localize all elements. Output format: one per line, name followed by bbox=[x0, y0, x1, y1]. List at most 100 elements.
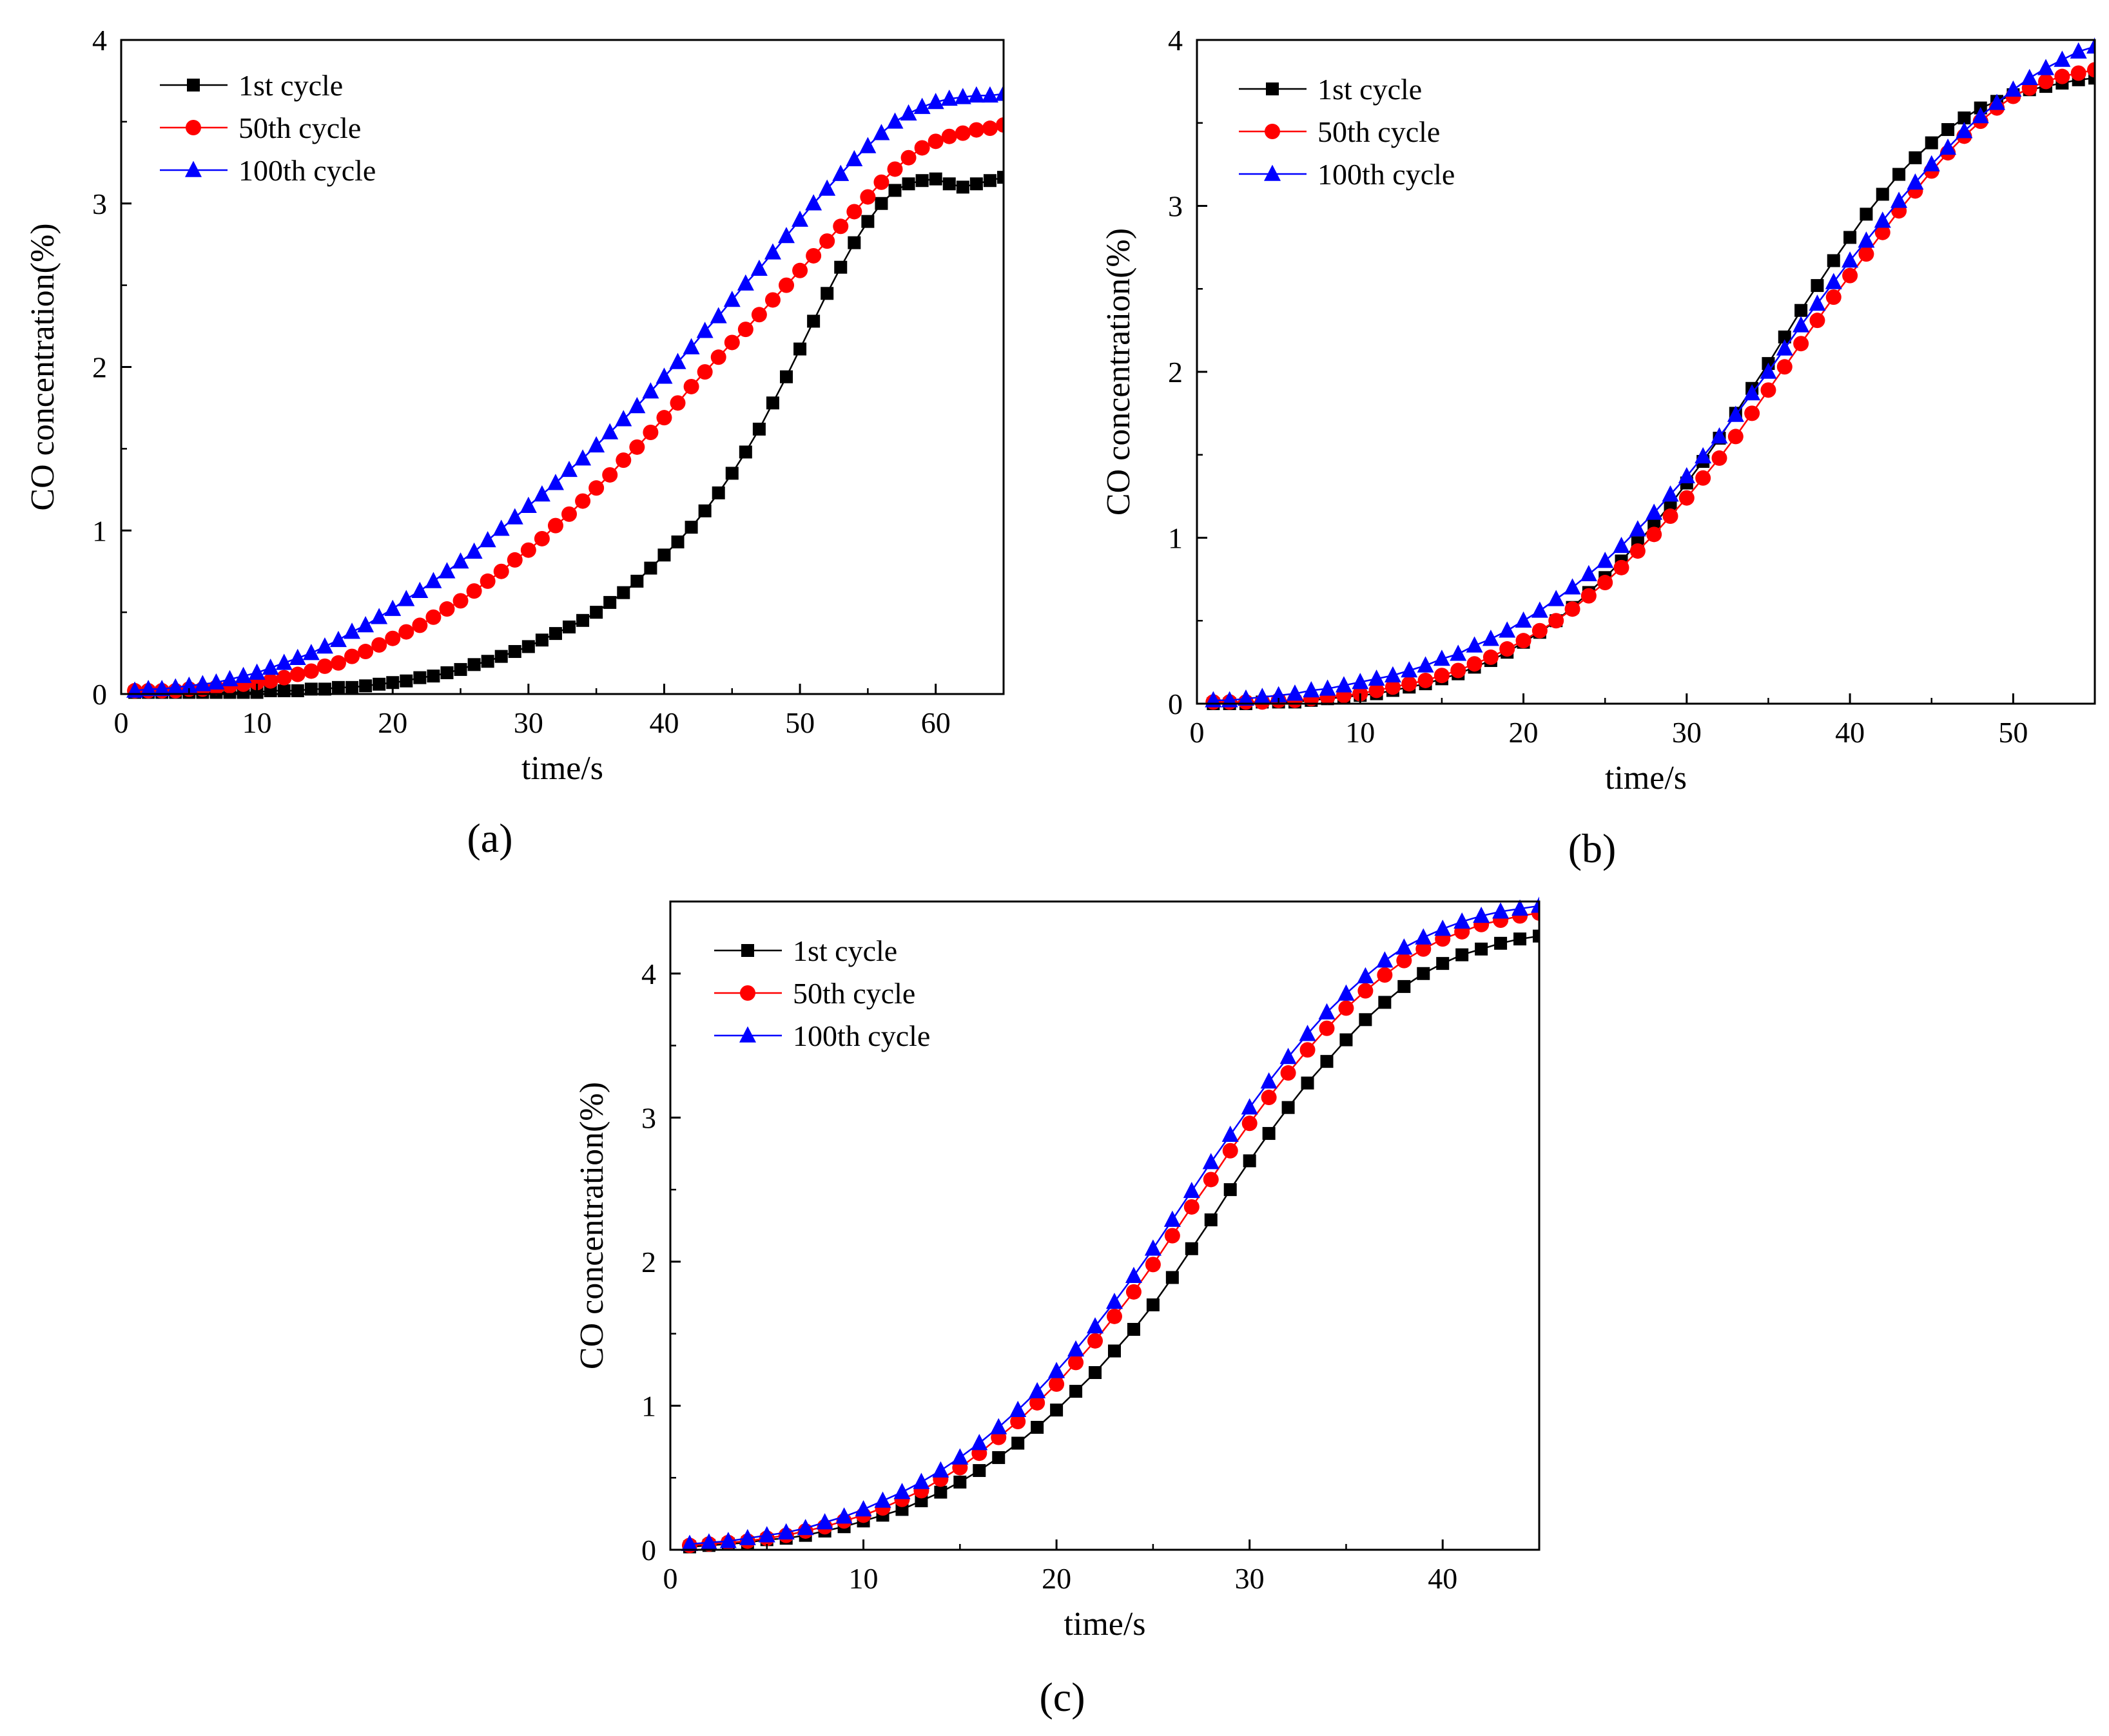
chart-panel-2: 0 10 20 30 40 50 0 1 2 3 4 time/s CO concentration(%… bbox=[1100, 24, 2096, 871]
series-2-point bbox=[1793, 336, 1809, 352]
series-2-point bbox=[1776, 359, 1793, 375]
series-2-point bbox=[683, 378, 699, 394]
series-1-point bbox=[1011, 1436, 1025, 1450]
y-tick-label: 0 bbox=[1168, 688, 1183, 720]
series-1-point bbox=[1301, 1076, 1314, 1090]
series-3-point bbox=[932, 1461, 949, 1478]
series-1-point bbox=[1778, 330, 1791, 343]
series-2-point bbox=[1678, 490, 1695, 506]
series-3-point bbox=[859, 137, 877, 153]
series-2-point bbox=[289, 666, 306, 682]
series-2-point bbox=[507, 552, 523, 568]
series-3-point bbox=[289, 648, 306, 665]
series-1-point bbox=[698, 504, 712, 517]
series-3-point bbox=[561, 460, 578, 477]
series-3-point bbox=[140, 679, 157, 697]
series-2-point bbox=[1515, 633, 1531, 649]
series-3-point bbox=[2021, 68, 2038, 86]
series-2-point bbox=[1068, 1355, 1084, 1371]
series-1-point bbox=[494, 650, 508, 663]
x-tick-label: 0 bbox=[663, 1562, 678, 1595]
series-2-point bbox=[1401, 676, 1417, 692]
x-tick-label: 60 bbox=[921, 706, 951, 739]
y-tick-label: 4 bbox=[92, 24, 107, 57]
series-2-point bbox=[643, 425, 659, 440]
series-2-point bbox=[1466, 656, 1482, 672]
series-1-point bbox=[535, 633, 549, 647]
series-1-point bbox=[983, 174, 996, 188]
series-3-point bbox=[696, 322, 714, 338]
series-1-point bbox=[766, 396, 779, 410]
series-3-point bbox=[248, 663, 266, 680]
series-1-point bbox=[992, 1451, 1006, 1464]
series-2-point bbox=[1499, 641, 1515, 657]
series-3-point bbox=[1337, 984, 1355, 1001]
series-3-point bbox=[1825, 273, 1842, 289]
series-1-point bbox=[1811, 279, 1824, 293]
series-2-point bbox=[1385, 679, 1401, 695]
series-2-point bbox=[588, 480, 605, 496]
legend-label: 50th cycle bbox=[1317, 115, 1440, 148]
series-2-point bbox=[1415, 941, 1432, 957]
series-3-point bbox=[1384, 666, 1401, 683]
legend-marker bbox=[187, 79, 200, 92]
series-2-point bbox=[1125, 1284, 1142, 1300]
series-1-point bbox=[1185, 1242, 1198, 1255]
series-3-point bbox=[1923, 155, 1940, 171]
series-1-point bbox=[888, 184, 902, 197]
series-1-point bbox=[427, 670, 440, 683]
series-2-point bbox=[1760, 382, 1776, 398]
series-3-point bbox=[1727, 405, 1744, 422]
series-1-point bbox=[1925, 136, 1938, 149]
series-2-point bbox=[262, 673, 278, 689]
series-2-point bbox=[1727, 429, 1744, 445]
series-3-point bbox=[1972, 107, 1989, 124]
series-2-point bbox=[941, 128, 957, 144]
series-2-point bbox=[1695, 470, 1711, 486]
series-1-point bbox=[1876, 188, 1889, 201]
series-3-point bbox=[1125, 1266, 1142, 1284]
series-2-point bbox=[670, 395, 686, 411]
series-2-point bbox=[1222, 1143, 1238, 1159]
y-tick-label: 1 bbox=[92, 514, 107, 547]
series-1-point bbox=[671, 535, 685, 549]
series-2-point bbox=[1482, 649, 1499, 665]
legend-marker bbox=[1266, 82, 1279, 95]
series-3-point bbox=[913, 1472, 930, 1489]
series-2-point bbox=[737, 322, 753, 338]
series-2-point bbox=[1241, 1115, 1258, 1132]
x-tick-label: 0 bbox=[1190, 716, 1205, 749]
series-3-point bbox=[900, 104, 917, 121]
series-3-point bbox=[1319, 679, 1336, 696]
series-3-point bbox=[683, 338, 700, 354]
y-tick-label: 2 bbox=[92, 351, 107, 384]
series-2-point bbox=[792, 262, 808, 278]
series-3-point bbox=[1511, 899, 1529, 916]
series-2-point bbox=[764, 292, 781, 308]
series-2-point bbox=[412, 617, 428, 633]
y-axis-title: CO concentration(%) bbox=[24, 223, 61, 510]
series-3-point bbox=[506, 508, 523, 525]
series-3-point bbox=[1144, 1239, 1161, 1256]
series-1-point bbox=[291, 684, 304, 697]
series-3-point bbox=[1303, 681, 1320, 698]
series-2-point bbox=[534, 530, 550, 546]
series-3-point bbox=[971, 1434, 988, 1451]
series-1-point bbox=[902, 177, 915, 191]
series-2-point bbox=[1548, 613, 1564, 629]
series-3-point bbox=[1809, 294, 1826, 311]
x-tick-label: 20 bbox=[1509, 716, 1539, 749]
x-tick-label: 50 bbox=[1998, 716, 2028, 749]
series-3-point bbox=[954, 88, 971, 104]
series-1-point bbox=[861, 215, 875, 228]
series-2-point bbox=[1280, 1065, 1296, 1081]
series-1-point bbox=[1223, 1183, 1237, 1197]
series-3-point bbox=[1580, 564, 1597, 581]
series-1-point bbox=[2088, 72, 2095, 85]
series-1-point bbox=[1281, 1101, 1295, 1114]
series-1-point bbox=[400, 674, 413, 688]
series-3-point bbox=[384, 599, 402, 616]
series-2-point bbox=[425, 609, 442, 625]
legend-label: 100th cycle bbox=[238, 154, 376, 187]
series-1-point bbox=[793, 342, 807, 356]
